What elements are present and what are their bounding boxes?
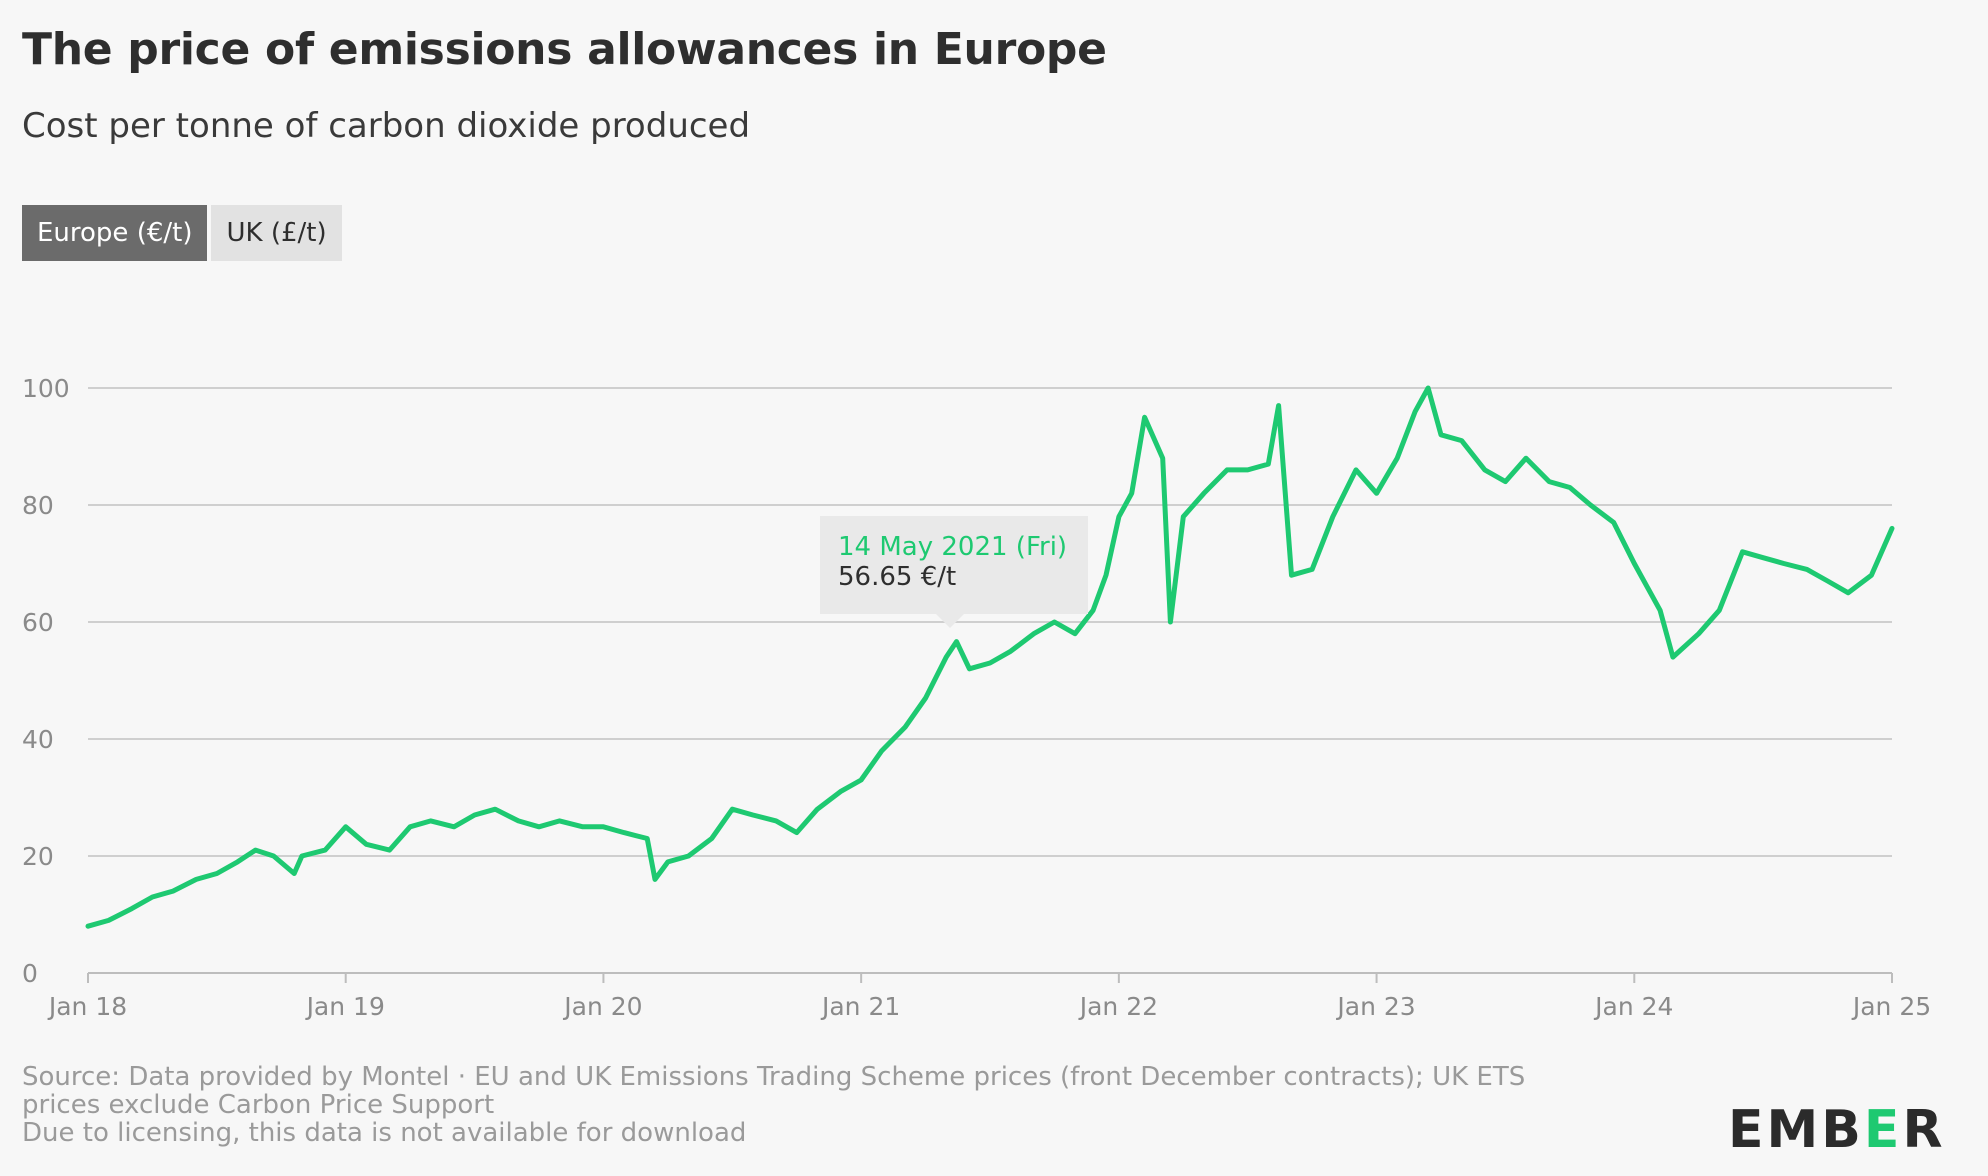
x-tick-label: Jan 20 [562, 992, 642, 1021]
y-tick-label: 100 [22, 374, 70, 403]
toggle-europe[interactable]: Europe (€/t) [22, 205, 208, 261]
gridlines [88, 387, 1892, 857]
y-axis-ticks: 0 20 40 60 80 100 [22, 374, 70, 988]
series-group [85, 385, 1895, 929]
series-line-europe[interactable] [85, 385, 1895, 929]
x-tick-label: Jan 18 [47, 992, 127, 1021]
y-tick-label: 40 [22, 725, 54, 754]
x-tick-label: Jan 21 [820, 992, 900, 1021]
hover-tooltip: 14 May 2021 (Fri) 56.65 €/t [820, 516, 1088, 628]
source-note: Source: Data provided by Montel · EU and… [22, 1063, 1642, 1147]
chart-title: The price of emissions allowances in Eur… [22, 24, 1107, 75]
y-tick-label: 20 [22, 842, 54, 871]
ember-logo: EMBER [1728, 1100, 1945, 1160]
source-line-2: prices exclude Carbon Price Support [22, 1090, 495, 1120]
chart-subtitle: Cost per tonne of carbon dioxide produce… [22, 106, 751, 146]
y-tick-label: 0 [22, 959, 38, 988]
toggle-uk[interactable]: UK (£/t) [211, 205, 342, 261]
region-toggle: Europe (€/t) UK (£/t) [22, 205, 342, 261]
x-axis: Jan 18 Jan 19 Jan 20 Jan 21 Jan 22 Jan 23 Jan … [47, 972, 1931, 1021]
source-line-1: Source: Data provided by Montel · EU and… [22, 1062, 1526, 1092]
logo-part-1: EMB [1728, 1100, 1864, 1160]
y-tick-label: 60 [22, 608, 54, 637]
y-tick-label: 80 [22, 491, 54, 520]
x-tick-label: Jan 22 [1078, 992, 1158, 1021]
tooltip-value: 56.65 €/t [838, 562, 957, 592]
tooltip-date: 14 May 2021 (Fri) [838, 532, 1068, 562]
logo-accent-letter: E [1863, 1100, 1903, 1160]
x-tick-label: Jan 24 [1593, 992, 1673, 1021]
x-tick-label: Jan 25 [1851, 992, 1931, 1021]
source-line-3: Due to licensing, this data is not avail… [22, 1118, 747, 1148]
logo-part-2: R [1902, 1100, 1946, 1160]
x-tick-label: Jan 23 [1335, 992, 1415, 1021]
x-tick-label: Jan 19 [305, 992, 385, 1021]
